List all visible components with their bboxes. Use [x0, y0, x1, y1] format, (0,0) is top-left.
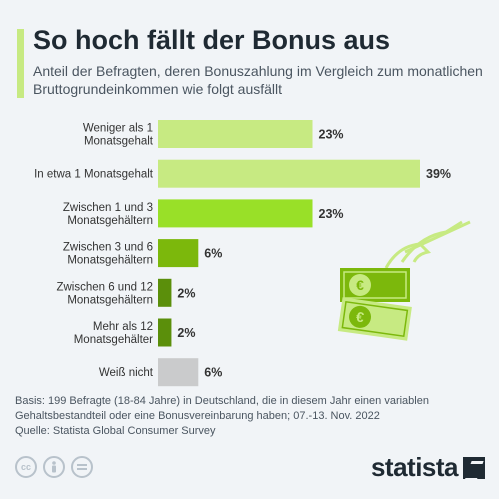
bar-5	[158, 318, 172, 347]
chart-title: So hoch fällt der Bonus aus	[33, 25, 391, 55]
hand-holding-euro-bills-icon: € €	[337, 220, 471, 341]
by-icon[interactable]	[43, 456, 65, 478]
svg-text:€: €	[355, 308, 365, 325]
footnote: Basis: 199 Befragte (18-84 Jahre) in Deu…	[15, 394, 490, 439]
value-label-3: 6%	[204, 247, 222, 261]
bar-3	[158, 239, 199, 268]
footnote-basis: Basis: 199 Befragte (18-84 Jahre) in Deu…	[15, 395, 429, 407]
category-label-3: Zwischen 3 und 6 Monatsgehältern	[63, 242, 153, 267]
category-label-0: Weniger als 1 Monatsgehalt	[83, 123, 154, 148]
category-label-1: In etwa 1 Monatsgehalt	[34, 169, 154, 181]
nd-icon[interactable]	[71, 456, 93, 478]
bar-4	[158, 278, 172, 307]
bar-6	[158, 358, 199, 387]
value-label-2: 23%	[319, 207, 344, 221]
category-label-6: Weiß nicht	[99, 367, 154, 379]
category-label-4: Zwischen 6 und 12 Monatsgehältern	[56, 281, 153, 306]
bar-2	[158, 199, 313, 228]
category-label-5: Mehr als 12 Monatsgehälter	[74, 321, 153, 346]
cc-icon[interactable]: cc	[15, 456, 37, 478]
value-label-6: 6%	[204, 366, 222, 380]
chart-subtitle: Anteil der Befragten, deren Bonuszahlung…	[33, 63, 483, 97]
footnote-source: Quelle: Statista Global Consumer Survey	[15, 425, 216, 437]
svg-text:€: €	[356, 277, 364, 293]
value-label-0: 23%	[319, 128, 344, 142]
bars-group: 23% Weniger als 1 Monatsgehalt 39% In etwa 1…	[34, 120, 451, 387]
bar-1	[158, 159, 420, 188]
brand-name: statista	[370, 452, 459, 482]
bar-0	[158, 120, 313, 148]
value-label-4: 2%	[177, 286, 195, 300]
category-label-2: Zwischen 1 und 3 Monatsgehältern	[63, 202, 153, 227]
value-label-5: 2%	[177, 326, 195, 340]
value-label-1: 39%	[426, 167, 451, 181]
statista-mark-icon	[463, 456, 485, 479]
statista-logo[interactable]: statista	[371, 452, 485, 483]
title-accent-bar	[17, 29, 24, 98]
footnote-basis-2: Gehaltsbestandteil oder eine Bonusverein…	[15, 410, 380, 422]
license-icons: cc	[15, 456, 93, 478]
